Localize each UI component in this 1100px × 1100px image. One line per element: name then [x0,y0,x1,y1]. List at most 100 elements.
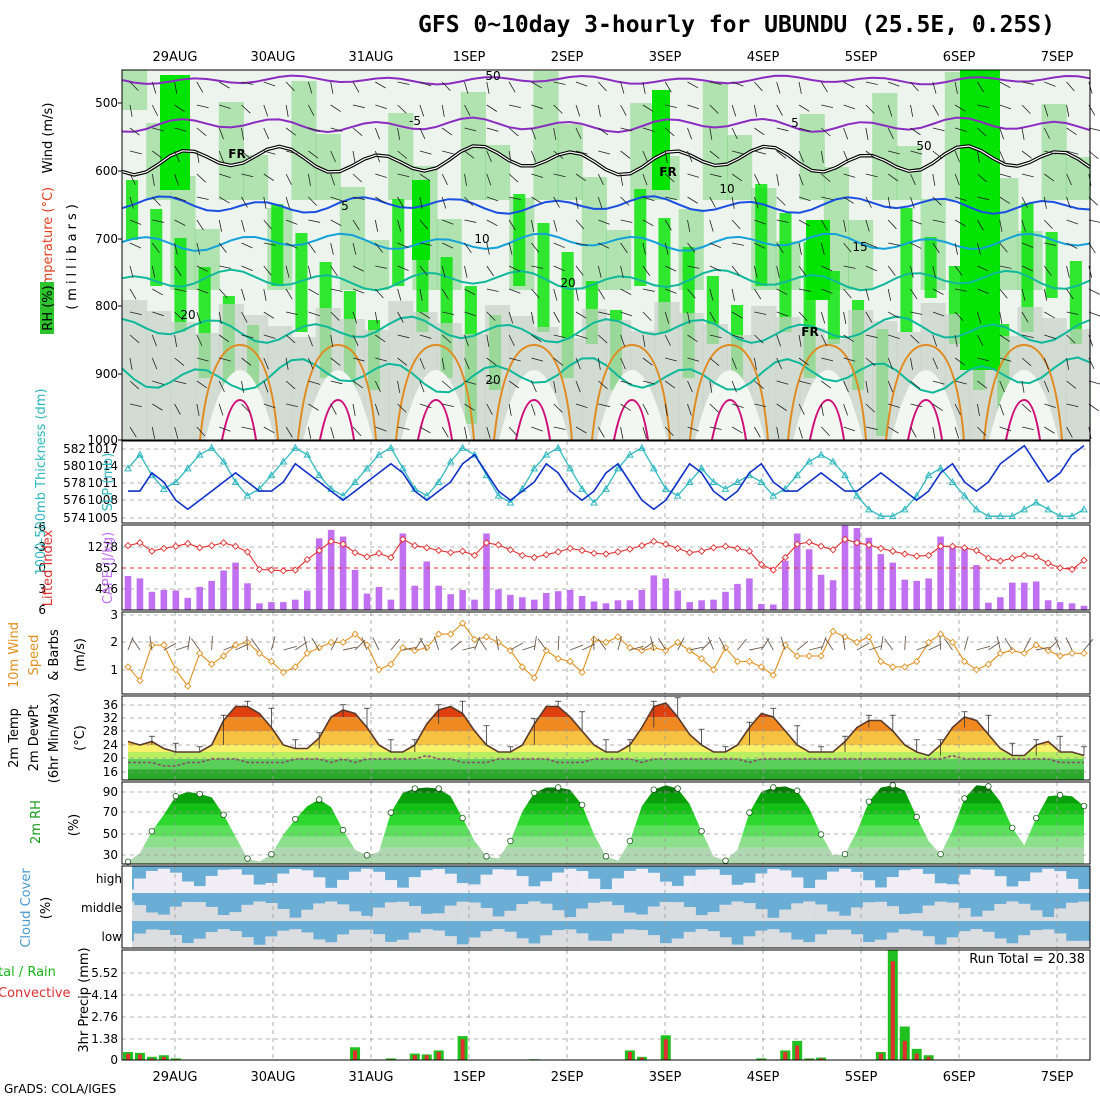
wind-barb-54 [196,219,204,231]
cloud-cell-1-43 [635,914,649,921]
plume-8 [989,370,1059,440]
wind10-point-57 [805,652,813,660]
contour-label-4: 10 [474,232,489,246]
cloud-cell-0-28 [456,883,469,893]
wind-barb-206 [397,403,407,413]
wind-barb-160 [352,81,360,93]
rh-point-16 [316,796,323,803]
wind-barb-48 [196,81,204,93]
temp-ytick-36: 36 [103,698,118,712]
temp-contour-1 [121,116,1091,134]
slp-point-69 [948,477,957,485]
slp-point-7 [207,443,216,451]
thickness-label: 1000-500mb Thickness (dm) [34,388,49,575]
li-point-22 [387,553,395,562]
wind-barb-132 [308,173,311,186]
wind-barb-47 [174,426,179,439]
wind-barb-292 [531,173,544,178]
wind-barb-568 [910,265,914,278]
cloud-cell-0-30 [480,874,493,893]
wind-barb-253 [464,380,477,385]
wind-barb-523 [843,334,854,342]
slp-point-59 [829,457,837,465]
wind-barb-559 [887,426,899,434]
cloud-cell-1-5 [181,901,194,921]
wind-barb-504 [821,265,833,272]
wind-barb-241 [464,104,471,116]
hot-plume-5 [711,398,747,441]
wind-barb-598 [954,219,966,227]
wind-barb-489 [798,288,811,292]
wind-barb-109 [263,380,269,393]
cloud-cell-1-77 [1042,916,1055,921]
cape-bar-30 [483,533,490,610]
wind-barb-297 [531,288,540,299]
wind-barb-217 [419,288,423,301]
wind-barb-443 [731,334,744,339]
rh-point-62 [865,798,873,805]
wind10-point-38 [578,668,586,677]
temp-ytick-32: 32 [103,711,118,725]
rh-low-1 [146,311,172,451]
wind-barb-417 [709,104,719,114]
wind-barb-193 [397,104,407,114]
cloud-cell-2-55 [779,932,792,948]
li-point-1 [136,539,144,547]
wind-barb-248 [464,265,468,278]
rh-core-32 [900,208,913,332]
cape-bar-34 [531,599,538,610]
cloud-cell-0-6 [193,886,206,893]
li-point-59 [829,546,837,554]
wind-barb-289 [531,104,543,110]
wind-barb-158 [330,403,337,415]
cape-ytick-1278: 1278 [87,540,118,554]
wind-barb-578 [932,127,945,132]
wind10-barb-45 [657,637,667,651]
wind-barb-141 [308,380,321,385]
cape-bar-12 [268,602,275,610]
li-point-58 [817,542,825,550]
wind-barb-238 [442,403,454,408]
li-point-60 [841,535,849,543]
wind-barb-433 [731,104,737,117]
wind-barb-220 [419,357,425,370]
contour-label-2: 5 [341,199,349,213]
cape-bar-4 [172,590,180,610]
temp-band-1 [128,759,1084,770]
thk-ytick-582: 582 [63,442,86,456]
cape-bar-26 [435,585,442,610]
wind-barb-277 [509,196,521,200]
cloud-cell-0-51 [731,884,744,893]
li-point-77 [1044,559,1052,567]
wind10-barb-60 [842,636,846,651]
wind-barb-557 [887,380,894,393]
wind-barb-427 [709,334,722,339]
date-top-3SEP: 3SEP [649,50,682,65]
li-point-21 [375,549,383,557]
wind-barb-531 [865,150,876,159]
rh-core-1 [150,209,163,286]
wind10-point-7 [208,660,216,668]
precip-ytick-1.38: 1.38 [91,1032,118,1046]
warm-plume-6 [787,343,867,441]
cape-bar-35 [542,593,550,610]
warm-plume-8 [983,343,1063,441]
wind-barb-69 [218,196,230,204]
cape-bar-54 [770,604,777,610]
temp-label-a: 2m Temp [7,708,22,768]
slp-point-34 [530,464,539,472]
slp-point-65 [900,505,909,513]
cape-bar-42 [626,600,634,610]
wind-barb-679 [1066,242,1078,249]
cloud-cell-1-76 [1030,910,1043,921]
cloud-cell-1-66 [910,913,923,921]
wind-barb-325 [575,196,579,209]
wind-barb-223 [419,426,431,434]
precip-conv-bar-67 [926,1056,931,1060]
wind10-barb-16 [311,637,320,651]
wind-barb-313 [553,288,558,301]
wind10-point-27 [447,630,455,638]
wind10-barb-22 [390,638,401,651]
wind-barb-580 [932,173,936,186]
